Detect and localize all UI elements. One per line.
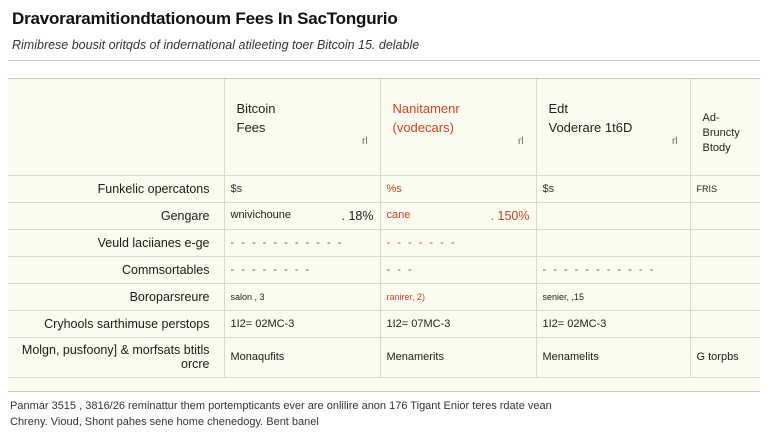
table-cell: - - - - - - - - - - - (224, 229, 381, 257)
table-cell: wnivichoune . 18% (224, 202, 381, 230)
table-cell: Menamelits (536, 337, 691, 378)
table-cell: senier, ,15 (536, 283, 691, 311)
table-cell (536, 229, 691, 257)
footnote-line: Panmar 3515 , 3816/26 reminattur them po… (10, 400, 552, 412)
cell-text: cane (386, 208, 411, 221)
table-row: Veuld laciianes e-ge - - - - - - - - - -… (8, 229, 760, 257)
column-header-line: Fees (236, 120, 266, 135)
table-cell (690, 229, 760, 257)
table-cell: - - - (380, 256, 537, 284)
row-label: Funkelic opercatons (8, 175, 225, 203)
header-empty-cell (8, 79, 225, 176)
row-label: Boroparsreure (8, 283, 225, 311)
table-cell: FRIS (690, 175, 760, 203)
fees-comparison-table: Bitcoin Fees rl Nanitamenr (vodecars) rl… (8, 79, 760, 378)
table-cell: $s (536, 175, 691, 203)
cell-percent: . 150% (490, 208, 530, 223)
table-cell: cane . 150% (380, 202, 537, 230)
table-cell: salon , 3 (224, 283, 381, 311)
row-label: Gengare (8, 202, 225, 230)
footnote: Panmar 3515 , 3816/26 reminattur them po… (10, 398, 552, 430)
column-header-voderare: Edt Voderare 1t6D rl (536, 79, 691, 176)
table-header-row: Bitcoin Fees rl Nanitamenr (vodecars) rl… (8, 79, 760, 176)
table-cell (690, 256, 760, 284)
table-cell: ranirer, 2) (380, 283, 537, 311)
row-label: Commsortables (8, 256, 225, 284)
column-marker: rl (671, 135, 678, 147)
table-cell: 1I2= 02MC-3 (536, 310, 691, 338)
table-row: Boroparsreure salon , 3 ranirer, 2) seni… (8, 283, 760, 311)
table-cell: 1I2= 07MC-3 (380, 310, 537, 338)
table-cell: - - - - - - - (380, 229, 537, 257)
column-header-line: Ad- (702, 112, 720, 124)
column-header-line: Btody (702, 142, 731, 154)
table-row: Cryhools sarthimuse perstops 1I2= 02MC-3… (8, 310, 760, 338)
table-cell: Monaqufits (224, 337, 381, 378)
table-cell: - - - - - - - - (224, 256, 381, 284)
column-header-line: Voderare 1t6D (548, 120, 633, 135)
column-header-nanitamenr: Nanitamenr (vodecars) rl (380, 79, 537, 176)
column-header-bitcoin-fees: Bitcoin Fees rl (224, 79, 381, 176)
page-title: Dravoraramitiondtationoum Fees In SacTon… (12, 9, 398, 28)
row-label: Veuld laciianes e-ge (8, 229, 225, 257)
column-header-line: Nanitamenr (392, 101, 460, 116)
table-cell: $s (224, 175, 381, 203)
column-header-line: Edt (548, 101, 569, 116)
table-cell: %s (380, 175, 537, 203)
table-row: Molgn, pusfoony] & morfsats btitls orcre… (8, 337, 760, 378)
column-header-line: (vodecars) (392, 120, 454, 135)
column-marker: rl (517, 135, 524, 147)
table-cell (690, 202, 760, 230)
table-cell: 1I2= 02MC-3 (224, 310, 381, 338)
table-cell (690, 283, 760, 311)
table-cell: - - - - - - - - - - - (536, 256, 691, 284)
table-row: Funkelic opercatons $s %s $s FRIS (8, 175, 760, 203)
page-subtitle: Rimibrese bousit oritqds of indernationa… (12, 38, 420, 52)
fees-table-container: Bitcoin Fees rl Nanitamenr (vodecars) rl… (8, 78, 760, 392)
row-label: Molgn, pusfoony] & morfsats btitls orcre (8, 337, 225, 378)
header-divider (8, 60, 760, 61)
column-header-ad-bruncty: Ad- Bruncty Btody (690, 79, 760, 176)
footnote-line: Chreny. Vioud, Shont pahes sene home che… (10, 416, 319, 428)
cell-text: wnivichoune (230, 208, 292, 221)
column-marker: rl (361, 135, 368, 147)
table-row: Gengare wnivichoune . 18% cane . 150% (8, 202, 760, 230)
column-header-line: Bruncty (702, 127, 740, 139)
table-cell: G torpbs (690, 337, 760, 378)
column-header-line: Bitcoin (236, 101, 276, 116)
table-cell: Menamerits (380, 337, 537, 378)
table-cell (536, 202, 691, 230)
table-cell (690, 310, 760, 338)
table-row: Commsortables - - - - - - - - - - - - - … (8, 256, 760, 284)
cell-percent: . 18% (341, 208, 374, 223)
row-label: Cryhools sarthimuse perstops (8, 310, 225, 338)
